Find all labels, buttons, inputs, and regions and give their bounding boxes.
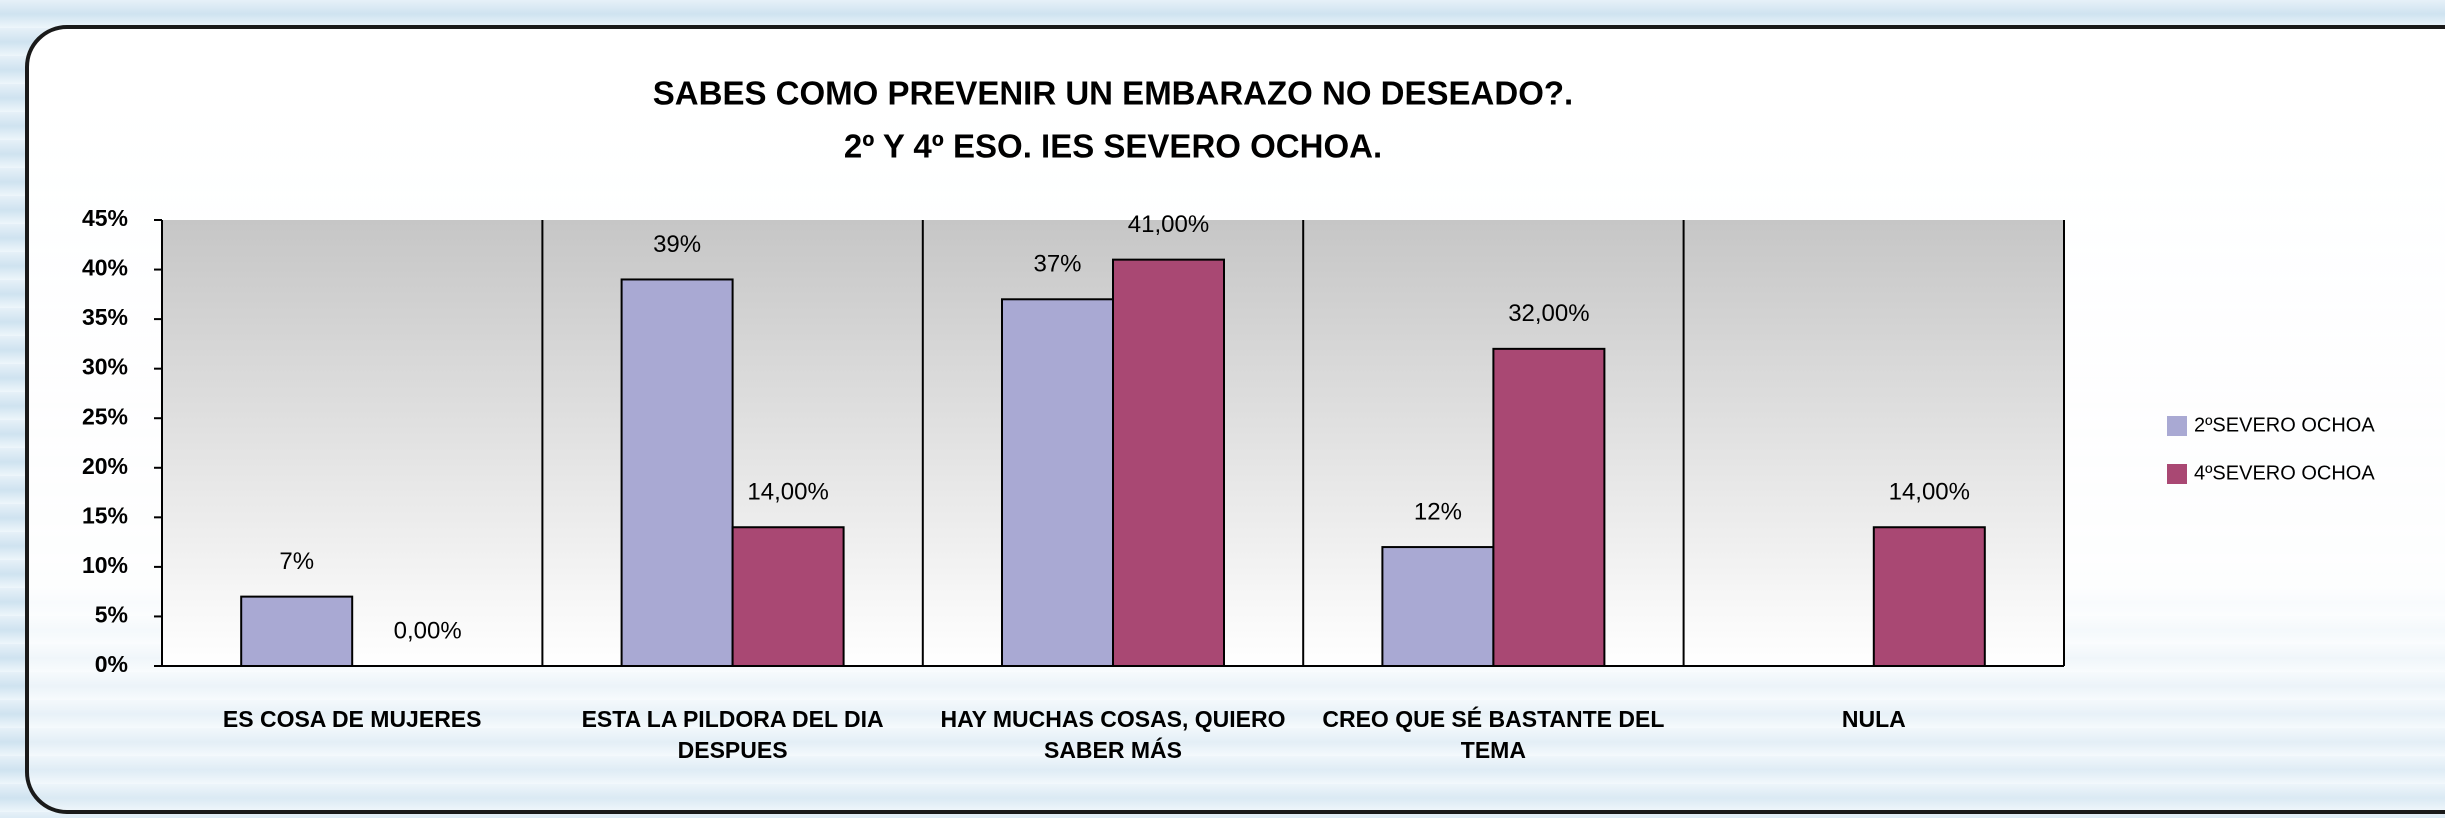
bar bbox=[731, 526, 845, 667]
value-label: 7% bbox=[279, 548, 314, 575]
y-tick-label: 15% bbox=[82, 502, 128, 528]
bar bbox=[1872, 526, 1986, 667]
y-tick-label: 30% bbox=[82, 354, 128, 380]
x-tick-label: CREO QUE SÉ BASTANTE DEL TEMA bbox=[1322, 706, 1665, 763]
y-tick-label: 35% bbox=[82, 304, 128, 330]
legend-label: 2ºSEVERO OCHOA bbox=[2194, 414, 2375, 436]
x-tick-label: HAY MUCHAS COSAS, QUIERO SABER MÁS bbox=[940, 706, 1286, 763]
bar bbox=[620, 278, 734, 667]
x-tick-label: ES COSA DE MUJERES bbox=[222, 706, 482, 732]
value-label: 14,00% bbox=[1889, 479, 1970, 506]
y-tick-label: 45% bbox=[82, 205, 128, 231]
value-label: 32,00% bbox=[1508, 300, 1589, 327]
bar bbox=[1112, 258, 1225, 667]
value-label: 37% bbox=[1033, 251, 1081, 278]
x-tick-label: ESTA LA PILDORA DEL DIA DESPUES bbox=[581, 706, 884, 763]
legend-label: 4ºSEVERO OCHOA bbox=[2194, 462, 2375, 484]
y-tick-label: 10% bbox=[82, 552, 128, 578]
y-tick-label: 20% bbox=[82, 453, 128, 479]
value-label: 0,00% bbox=[394, 617, 462, 644]
chart-subtitle: 2º Y 4º ESO. IES SEVERO OCHOA. bbox=[844, 128, 1382, 165]
legend-swatch bbox=[2167, 464, 2187, 484]
y-tick-label: 5% bbox=[95, 602, 128, 628]
legend-swatch bbox=[2167, 416, 2187, 436]
bar bbox=[240, 595, 354, 667]
y-tick-label: 25% bbox=[82, 403, 128, 429]
y-tick-label: 40% bbox=[82, 255, 128, 281]
x-tick-label: NULA bbox=[1841, 706, 1906, 732]
value-label: 39% bbox=[653, 231, 701, 258]
value-label: 14,00% bbox=[747, 479, 828, 506]
bar bbox=[1492, 347, 1606, 667]
value-label: 12% bbox=[1414, 498, 1462, 525]
chart-title: SABES COMO PREVENIR UN EMBARAZO NO DESEA… bbox=[653, 75, 1573, 112]
value-label: 41,00% bbox=[1128, 211, 1209, 238]
bar bbox=[1381, 546, 1495, 667]
y-tick-label: 0% bbox=[95, 651, 128, 677]
bar bbox=[1001, 298, 1114, 667]
